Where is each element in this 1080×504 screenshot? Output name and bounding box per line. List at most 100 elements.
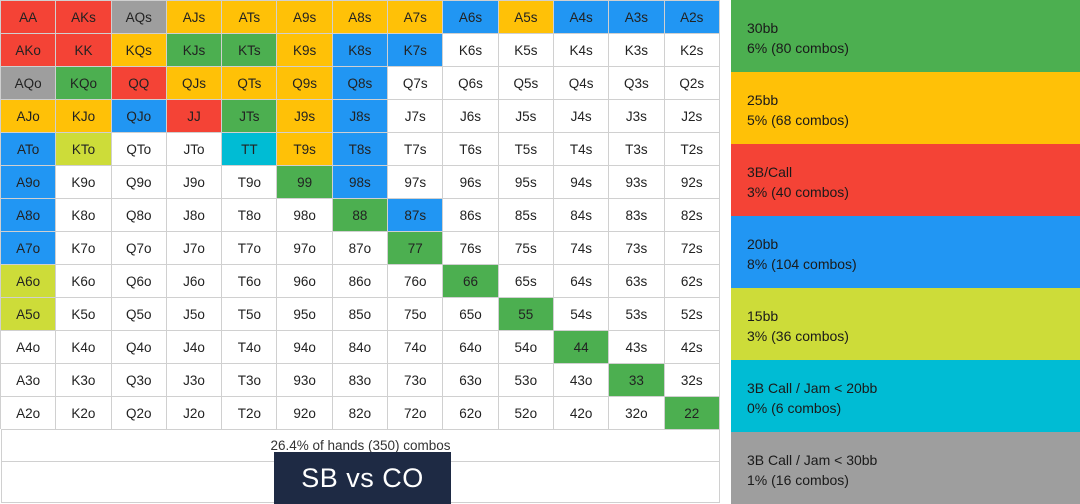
hand-cell[interactable]: K8o bbox=[56, 199, 112, 232]
hand-cell[interactable]: 92s bbox=[664, 166, 720, 199]
hand-cell[interactable]: AA bbox=[1, 1, 57, 34]
hand-cell[interactable]: JJ bbox=[166, 100, 223, 133]
hand-cell[interactable]: A3o bbox=[1, 364, 57, 397]
hand-cell[interactable]: ATs bbox=[222, 1, 278, 34]
hand-cell[interactable]: 85o bbox=[332, 298, 389, 331]
hand-cell[interactable]: 64s bbox=[553, 265, 610, 298]
hand-cell[interactable]: 87s bbox=[388, 199, 444, 232]
hand-cell[interactable]: T6o bbox=[222, 265, 278, 298]
hand-cell[interactable]: A7o bbox=[1, 232, 57, 265]
hand-cell[interactable]: T3s bbox=[609, 133, 665, 166]
hand-cell[interactable]: A7s bbox=[388, 1, 444, 34]
hand-cell[interactable]: 65s bbox=[498, 265, 554, 298]
hand-cell[interactable]: 77 bbox=[388, 232, 444, 265]
hand-cell[interactable]: 53s bbox=[609, 298, 665, 331]
hand-cell[interactable]: Q8s bbox=[332, 67, 389, 100]
hand-cell[interactable]: 83o bbox=[332, 364, 389, 397]
hand-cell[interactable]: 73s bbox=[609, 232, 665, 265]
hand-cell[interactable]: ATo bbox=[1, 133, 57, 166]
hand-cell[interactable]: 76s bbox=[443, 232, 499, 265]
hand-cell[interactable]: Q2o bbox=[111, 397, 167, 430]
hand-cell[interactable]: JTs bbox=[222, 100, 278, 133]
hand-cell[interactable]: 86s bbox=[443, 199, 499, 232]
hand-cell[interactable]: Q3o bbox=[111, 364, 167, 397]
hand-cell[interactable]: QQ bbox=[111, 67, 167, 100]
hand-cell[interactable]: 52o bbox=[498, 397, 554, 430]
hand-cell[interactable]: T8o bbox=[222, 199, 278, 232]
hand-cell[interactable]: T4s bbox=[553, 133, 610, 166]
hand-cell[interactable]: T5s bbox=[498, 133, 554, 166]
hand-cell[interactable]: K9o bbox=[56, 166, 112, 199]
hand-cell[interactable]: 65o bbox=[443, 298, 499, 331]
hand-cell[interactable]: KTo bbox=[56, 133, 112, 166]
hand-cell[interactable]: A9o bbox=[1, 166, 57, 199]
hand-cell[interactable]: KJs bbox=[166, 34, 223, 67]
hand-cell[interactable]: 93s bbox=[609, 166, 665, 199]
hand-cell[interactable]: A8o bbox=[1, 199, 57, 232]
hand-cell[interactable]: Q8o bbox=[111, 199, 167, 232]
hand-cell[interactable]: 63s bbox=[609, 265, 665, 298]
hand-cell[interactable]: K3o bbox=[56, 364, 112, 397]
hand-cell[interactable]: J5o bbox=[166, 298, 223, 331]
hand-cell[interactable]: T6s bbox=[443, 133, 499, 166]
hand-cell[interactable]: J9o bbox=[166, 166, 223, 199]
hand-cell[interactable]: J6s bbox=[443, 100, 499, 133]
hand-cell[interactable]: A2s bbox=[664, 1, 720, 34]
hand-cell[interactable]: K4s bbox=[553, 34, 610, 67]
hand-cell[interactable]: 72o bbox=[388, 397, 444, 430]
hand-cell[interactable]: Q6o bbox=[111, 265, 167, 298]
hand-cell[interactable]: A6s bbox=[443, 1, 499, 34]
hand-cell[interactable]: 62o bbox=[443, 397, 499, 430]
hand-cell[interactable]: J7s bbox=[388, 100, 444, 133]
hand-cell[interactable]: AQo bbox=[1, 67, 57, 100]
hand-cell[interactable]: KQs bbox=[111, 34, 167, 67]
hand-cell[interactable]: 98o bbox=[277, 199, 333, 232]
hand-cell[interactable]: KJo bbox=[56, 100, 112, 133]
hand-cell[interactable]: 74o bbox=[388, 331, 444, 364]
hand-cell[interactable]: Q4o bbox=[111, 331, 167, 364]
hand-cell[interactable]: Q3s bbox=[609, 67, 665, 100]
hand-cell[interactable]: 94s bbox=[553, 166, 610, 199]
hand-cell[interactable]: K6o bbox=[56, 265, 112, 298]
hand-cell[interactable]: 96o bbox=[277, 265, 333, 298]
hand-cell[interactable]: J2o bbox=[166, 397, 223, 430]
hand-cell[interactable]: J8s bbox=[332, 100, 389, 133]
hand-cell[interactable]: 88 bbox=[332, 199, 389, 232]
hand-cell[interactable]: AKs bbox=[56, 1, 112, 34]
hand-cell[interactable]: A4o bbox=[1, 331, 57, 364]
hand-cell[interactable]: AJo bbox=[1, 100, 57, 133]
hand-cell[interactable]: J9s bbox=[277, 100, 333, 133]
hand-cell[interactable]: 63o bbox=[443, 364, 499, 397]
hand-cell[interactable]: 84o bbox=[332, 331, 389, 364]
hand-cell[interactable]: 86o bbox=[332, 265, 389, 298]
hand-cell[interactable]: K5s bbox=[498, 34, 554, 67]
hand-cell[interactable]: T2s bbox=[664, 133, 720, 166]
hand-cell[interactable]: T2o bbox=[222, 397, 278, 430]
hand-cell[interactable]: K2s bbox=[664, 34, 720, 67]
hand-cell[interactable]: K2o bbox=[56, 397, 112, 430]
hand-cell[interactable]: J4s bbox=[553, 100, 610, 133]
hand-cell[interactable]: Q4s bbox=[553, 67, 610, 100]
hand-cell[interactable]: 32o bbox=[609, 397, 665, 430]
hand-cell[interactable]: 82s bbox=[664, 199, 720, 232]
hand-cell[interactable]: 96s bbox=[443, 166, 499, 199]
hand-cell[interactable]: 85s bbox=[498, 199, 554, 232]
hand-cell[interactable]: 73o bbox=[388, 364, 444, 397]
hand-cell[interactable]: 33 bbox=[609, 364, 665, 397]
hand-cell[interactable]: Q2s bbox=[664, 67, 720, 100]
hand-cell[interactable]: J8o bbox=[166, 199, 223, 232]
hand-cell[interactable]: 94o bbox=[277, 331, 333, 364]
hand-cell[interactable]: 95s bbox=[498, 166, 554, 199]
hand-cell[interactable]: A3s bbox=[609, 1, 665, 34]
hand-cell[interactable]: K3s bbox=[609, 34, 665, 67]
hand-cell[interactable]: Q7s bbox=[388, 67, 444, 100]
hand-cell[interactable]: Q9s bbox=[277, 67, 333, 100]
hand-cell[interactable]: 82o bbox=[332, 397, 389, 430]
hand-cell[interactable]: K7s bbox=[388, 34, 444, 67]
hand-cell[interactable]: KQo bbox=[56, 67, 112, 100]
hand-cell[interactable]: 66 bbox=[443, 265, 499, 298]
hand-cell[interactable]: A5s bbox=[498, 1, 554, 34]
hand-cell[interactable]: 44 bbox=[553, 331, 610, 364]
hand-cell[interactable]: J5s bbox=[498, 100, 554, 133]
hand-cell[interactable]: Q9o bbox=[111, 166, 167, 199]
